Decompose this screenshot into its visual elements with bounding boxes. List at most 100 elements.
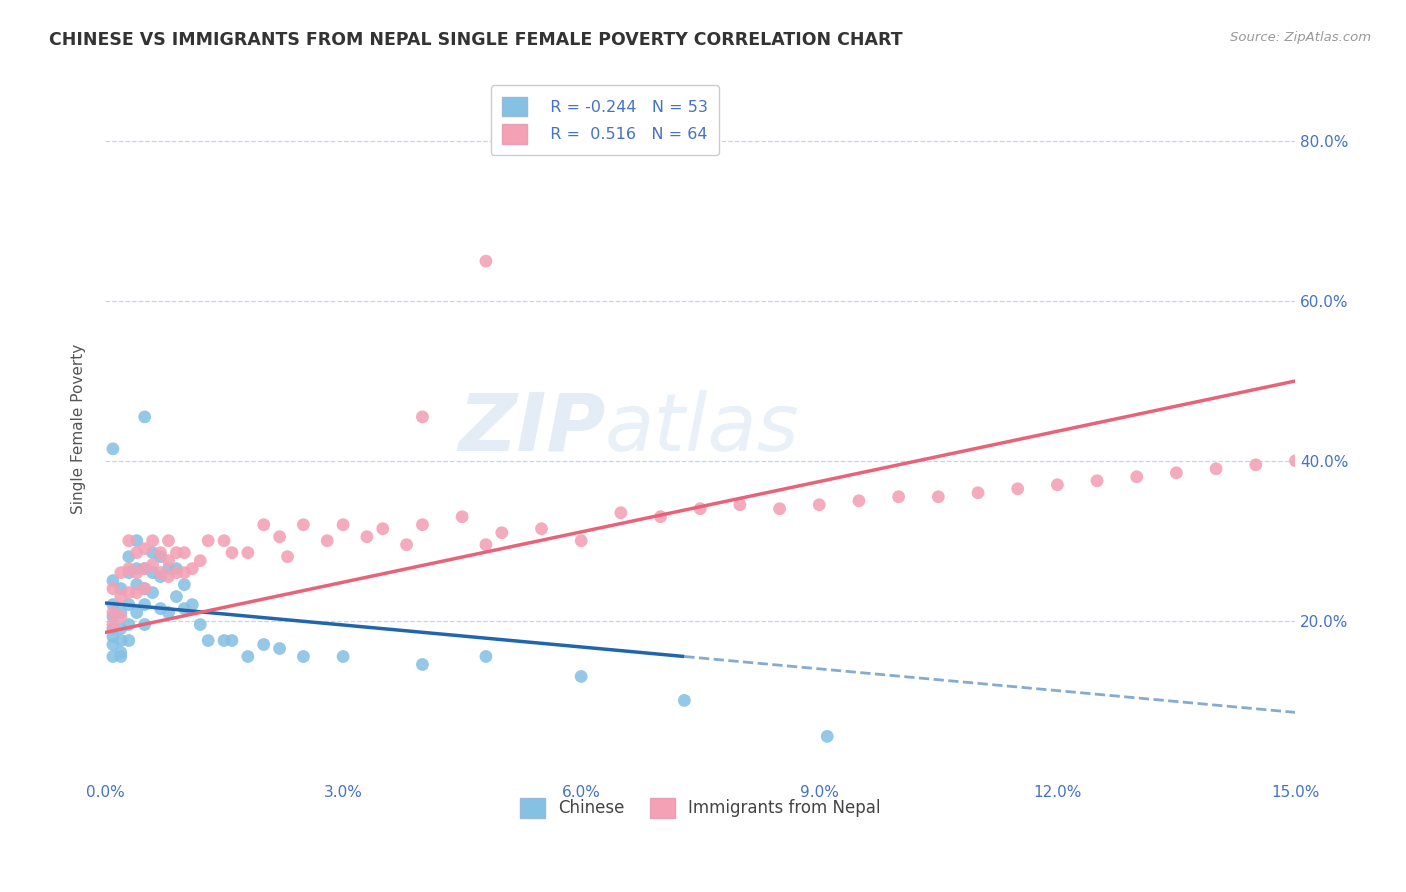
Point: [165, 546, 187, 560]
Point: [125, 533, 148, 548]
Point: [118, 566, 141, 580]
Point: [451, 509, 474, 524]
Point: [125, 566, 148, 580]
Point: [101, 617, 124, 632]
Point: [808, 498, 831, 512]
Point: [142, 533, 165, 548]
Point: [967, 485, 990, 500]
Point: [134, 409, 156, 424]
Point: [212, 633, 235, 648]
Point: [530, 522, 553, 536]
Point: [728, 498, 751, 512]
Point: [157, 554, 180, 568]
Point: [101, 649, 124, 664]
Point: [292, 649, 315, 664]
Point: [188, 554, 211, 568]
Point: [142, 566, 165, 580]
Point: [110, 590, 132, 604]
Point: [1244, 458, 1267, 472]
Point: [134, 617, 156, 632]
Point: [197, 533, 219, 548]
Point: [110, 582, 132, 596]
Point: [101, 622, 124, 636]
Point: [1166, 466, 1188, 480]
Point: [236, 546, 259, 560]
Point: [142, 546, 165, 560]
Point: [173, 601, 195, 615]
Legend: Chinese, Immigrants from Nepal: Chinese, Immigrants from Nepal: [513, 791, 887, 825]
Point: [101, 638, 124, 652]
Point: [110, 646, 132, 660]
Point: [118, 533, 141, 548]
Point: [165, 590, 187, 604]
Point: [197, 633, 219, 648]
Point: [118, 549, 141, 564]
Point: [142, 585, 165, 599]
Point: [125, 606, 148, 620]
Point: [221, 633, 243, 648]
Point: [173, 566, 195, 580]
Point: [157, 569, 180, 583]
Point: [815, 730, 838, 744]
Point: [134, 561, 156, 575]
Point: [110, 606, 132, 620]
Point: [236, 649, 259, 664]
Point: [134, 561, 156, 575]
Point: [165, 561, 187, 575]
Point: [125, 561, 148, 575]
Point: [110, 566, 132, 580]
Point: [149, 549, 172, 564]
Point: [927, 490, 949, 504]
Point: [269, 641, 291, 656]
Text: CHINESE VS IMMIGRANTS FROM NEPAL SINGLE FEMALE POVERTY CORRELATION CHART: CHINESE VS IMMIGRANTS FROM NEPAL SINGLE …: [49, 31, 903, 49]
Point: [316, 533, 339, 548]
Point: [650, 509, 672, 524]
Point: [689, 501, 711, 516]
Point: [134, 541, 156, 556]
Point: [173, 546, 195, 560]
Y-axis label: Single Female Poverty: Single Female Poverty: [72, 343, 86, 514]
Point: [395, 538, 418, 552]
Point: [149, 601, 172, 615]
Point: [848, 493, 870, 508]
Point: [269, 530, 291, 544]
Point: [411, 409, 433, 424]
Point: [292, 517, 315, 532]
Point: [1007, 482, 1029, 496]
Point: [101, 442, 124, 456]
Point: [181, 598, 204, 612]
Point: [610, 506, 633, 520]
Point: [134, 582, 156, 596]
Point: [411, 657, 433, 672]
Point: [768, 501, 790, 516]
Point: [332, 517, 354, 532]
Point: [110, 633, 132, 648]
Point: [411, 517, 433, 532]
Point: [118, 561, 141, 575]
Point: [475, 538, 498, 552]
Point: [118, 585, 141, 599]
Point: [1046, 477, 1069, 491]
Point: [475, 254, 498, 268]
Point: [1284, 454, 1306, 468]
Point: [157, 606, 180, 620]
Point: [277, 549, 299, 564]
Point: [125, 577, 148, 591]
Text: Source: ZipAtlas.com: Source: ZipAtlas.com: [1230, 31, 1371, 45]
Point: [1205, 462, 1227, 476]
Point: [118, 633, 141, 648]
Point: [157, 533, 180, 548]
Point: [101, 630, 124, 644]
Point: [887, 490, 910, 504]
Point: [149, 566, 172, 580]
Point: [118, 617, 141, 632]
Text: ZIP: ZIP: [457, 390, 605, 468]
Point: [101, 582, 124, 596]
Point: [101, 609, 124, 624]
Point: [149, 569, 172, 583]
Point: [165, 566, 187, 580]
Point: [101, 574, 124, 588]
Point: [221, 546, 243, 560]
Point: [253, 638, 276, 652]
Point: [475, 649, 498, 664]
